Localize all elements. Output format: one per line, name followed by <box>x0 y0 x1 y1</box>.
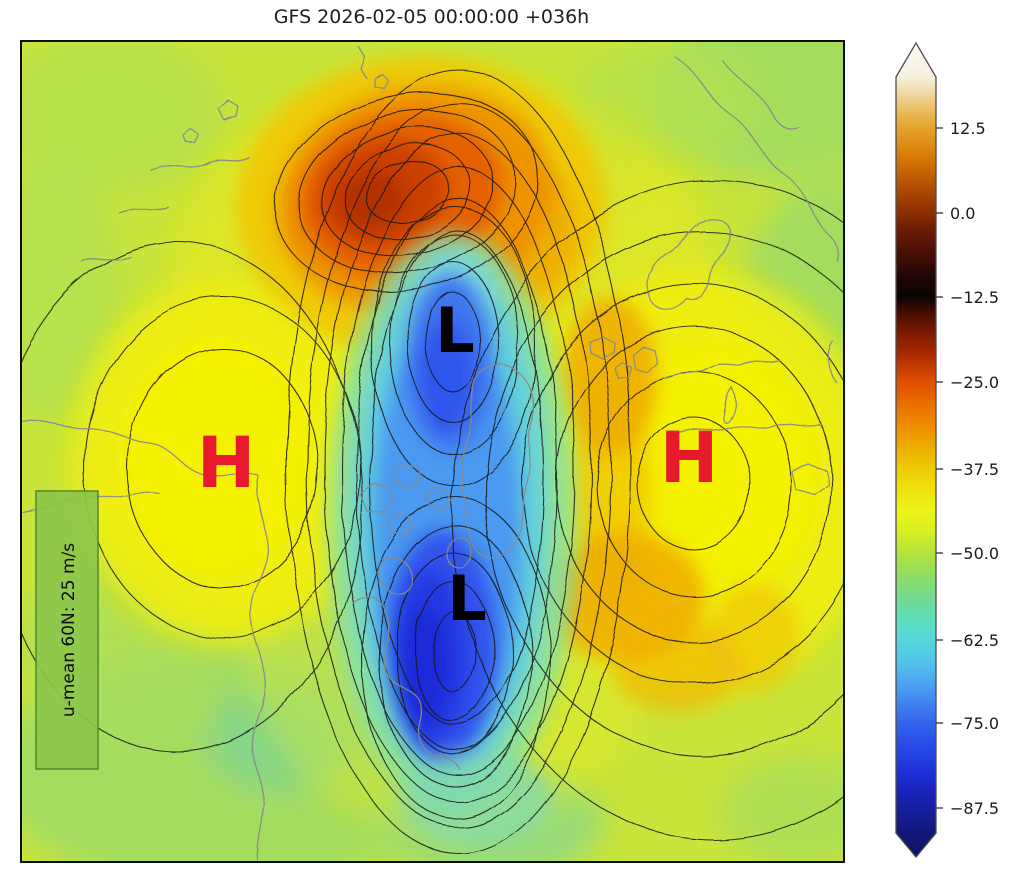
colorbar-tick-marks <box>936 127 943 809</box>
colorbar-tick-label: −50.0 <box>950 544 999 563</box>
colorbar: 12.5 0.0 −12.5 −25.0 −37.5 −50.0 −62.5 −… <box>892 40 1024 869</box>
colorbar-tick-label: 0.0 <box>950 204 975 223</box>
high-marker-right: H <box>660 417 719 499</box>
colorbar-gradient-bar <box>895 41 937 859</box>
annotation-label: u-mean 60N: 25 m/s <box>59 543 79 717</box>
annotation-box <box>35 490 99 770</box>
high-marker-left: H <box>197 422 256 504</box>
colorbar-tick-label: −87.5 <box>950 799 999 818</box>
map-plot: H H L L u-mean 60N: 25 m/s <box>20 40 845 863</box>
colorbar-tick-labels: 12.5 0.0 −12.5 −25.0 −37.5 −50.0 −62.5 −… <box>950 119 999 818</box>
u-mean-annotation: u-mean 60N: 25 m/s <box>35 490 99 770</box>
page-title: GFS 2026-02-05 00:00:00 +036h <box>273 6 590 28</box>
colorbar-tick-label: 12.5 <box>950 119 986 138</box>
colorbar-tick-label: −37.5 <box>950 460 999 479</box>
height-contour-lines <box>22 69 843 855</box>
colorbar-tick-label: −25.0 <box>950 373 999 392</box>
colorbar-tick-label: −62.5 <box>950 631 999 650</box>
colorbar-svg: 12.5 0.0 −12.5 −25.0 −37.5 −50.0 −62.5 −… <box>895 41 999 859</box>
low-marker-upper: L <box>435 294 475 367</box>
low-marker-lower: L <box>447 562 487 635</box>
polar-vortex-cold-pool <box>327 232 577 848</box>
pressure-markers: H H L L <box>197 294 719 635</box>
weather-map: H H L L u-mean 60N: 25 m/s <box>22 42 843 861</box>
colorbar-tick-label: −12.5 <box>950 288 999 307</box>
colorbar-tick-label: −75.0 <box>950 714 999 733</box>
coastlines <box>22 45 839 861</box>
